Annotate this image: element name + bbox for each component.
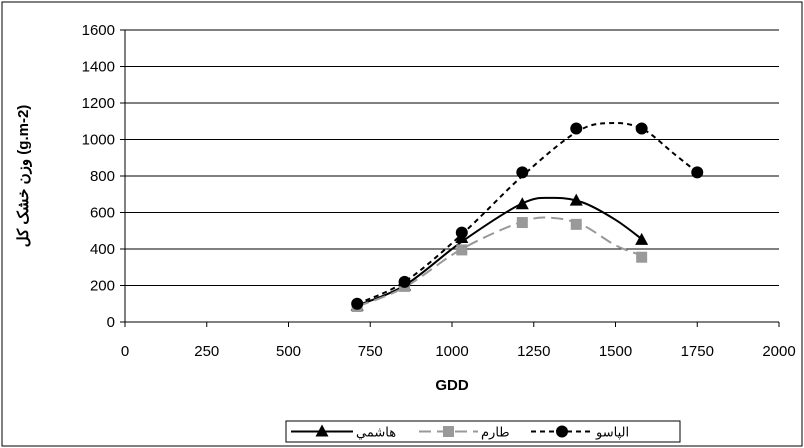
data-point (515, 197, 529, 210)
axes: 0 200 400 600 800 1000 1200 1400 1600 0 250 500 750 1… (82, 22, 796, 360)
legend-item: الپاسو (531, 425, 629, 441)
gridlines (125, 29, 779, 323)
x-tick-label: 1000 (435, 343, 468, 360)
legend-label: طارم (481, 426, 510, 441)
series-group (350, 121, 704, 312)
legend-label: الپاسو (595, 426, 629, 441)
x-tick-label: 1750 (681, 343, 714, 360)
data-point (456, 244, 468, 256)
y-tick-label: 0 (107, 314, 115, 331)
data-point (635, 232, 649, 245)
legend-item: طارم (419, 426, 510, 441)
y-tick-label: 1000 (82, 132, 115, 149)
y-tick-label: 200 (90, 278, 115, 295)
x-tick-label: 750 (358, 343, 383, 360)
data-point (351, 297, 364, 310)
x-tick-label: 1250 (517, 343, 550, 360)
legend-label: هاشمي (356, 426, 396, 441)
y-tick-label: 400 (90, 241, 115, 258)
data-point (570, 218, 582, 230)
data-point (635, 122, 648, 135)
y-tick-label: 1600 (82, 22, 115, 39)
y-tick-label: 600 (90, 205, 115, 222)
legend: هاشمي طارم الپاسو (285, 420, 681, 443)
data-point (516, 166, 529, 179)
x-tick-label: 250 (194, 343, 219, 360)
legend-box (285, 420, 681, 443)
x-axis-title: GDD (435, 377, 469, 394)
data-point (570, 122, 583, 135)
legend-marker (443, 426, 454, 437)
legend-marker (315, 424, 329, 437)
data-point (636, 251, 648, 263)
data-point (691, 166, 704, 179)
y-tick-label: 1200 (82, 95, 115, 112)
x-tick-label: 0 (121, 343, 129, 360)
data-point (569, 193, 583, 206)
legend-item: هاشمي (291, 424, 396, 441)
legend-marker (556, 425, 568, 438)
series-line (356, 216, 643, 308)
data-point (516, 217, 528, 229)
data-point (455, 226, 468, 239)
x-tick-label: 1500 (599, 343, 632, 360)
series-line (356, 121, 698, 305)
data-point (398, 275, 411, 288)
x-tick-label: 2000 (762, 343, 795, 360)
x-tick-label: 500 (276, 343, 301, 360)
y-tick-label: 1400 (82, 59, 115, 76)
y-axis-title: وزن خشک کل (g.m-2) (15, 105, 32, 248)
series-circle (351, 121, 704, 310)
y-tick-label: 800 (90, 168, 115, 185)
